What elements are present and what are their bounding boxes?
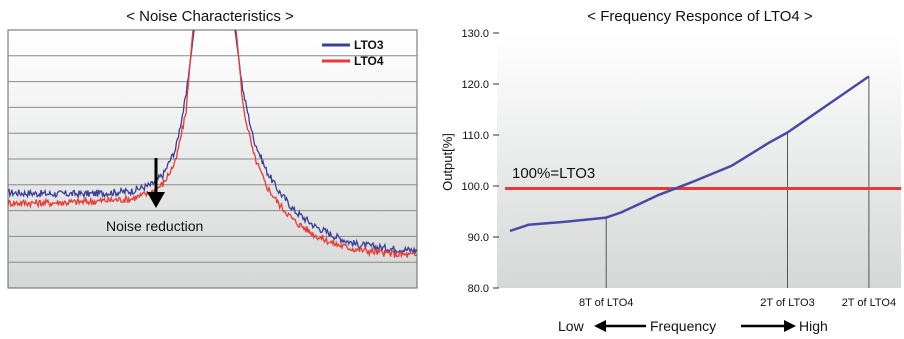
frequency-chart-title: < Frequency Responce of LTO4 > xyxy=(587,8,813,25)
right-arrow-icon xyxy=(784,320,796,332)
frequency-label: Frequency xyxy=(650,318,716,334)
y-tick-label: 100.0 xyxy=(461,181,489,193)
frequency-low-label: Low xyxy=(558,318,585,334)
noise-chart-title: < Noise Characteristics > xyxy=(126,8,294,25)
legend-lto3-label: LTO3 xyxy=(354,38,384,52)
frequency-axis-label: Low Frequency High xyxy=(558,318,828,334)
noise-reduction-annotation: Noise reduction xyxy=(106,158,203,234)
noise-chart-gridlines xyxy=(8,55,417,263)
left-arrow-icon xyxy=(594,320,606,332)
noise-reduction-label: Noise reduction xyxy=(106,218,203,234)
x-tick-label: 2T of LTO3 xyxy=(760,297,814,309)
frequency-chart-y-label: Output[%] xyxy=(440,133,455,191)
noise-series-lto3 xyxy=(8,30,417,255)
frequency-chart-series xyxy=(509,75,870,233)
y-tick-label: 80.0 xyxy=(468,283,489,295)
frequency-chart-x-ticks: 8T of LTO4 2T of LTO3 2T of LTO4 xyxy=(579,76,896,309)
legend-lto4-label: LTO4 xyxy=(354,54,384,68)
noise-series-lto4 xyxy=(8,30,417,259)
y-tick-label: 110.0 xyxy=(462,130,489,142)
frequency-high-label: High xyxy=(799,318,828,334)
noise-chart-legend: LTO3 LTO4 xyxy=(322,38,384,68)
noise-chart-series xyxy=(8,30,417,259)
frequency-response-line xyxy=(509,75,870,233)
y-tick-label: 90.0 xyxy=(468,232,489,244)
x-tick-label: 2T of LTO4 xyxy=(842,297,896,309)
frequency-chart: < Frequency Responce of LTO4 > 80.0 90.0 1… xyxy=(440,8,901,334)
reference-line-label: 100%=LTO3 xyxy=(512,165,595,182)
y-tick-label: 130.0 xyxy=(461,28,489,40)
down-arrow-head-icon xyxy=(147,192,165,208)
x-tick-label: 8T of LTO4 xyxy=(579,297,633,309)
noise-chart: < Noise Characteristics > LTO3 LTO4 Nois… xyxy=(7,8,418,289)
frequency-chart-plot-area xyxy=(497,33,901,288)
y-tick-label: 120.0 xyxy=(461,79,489,91)
frequency-chart-y-axis: 80.0 90.0 100.0 110.0 120.0 130.0 xyxy=(461,28,499,295)
